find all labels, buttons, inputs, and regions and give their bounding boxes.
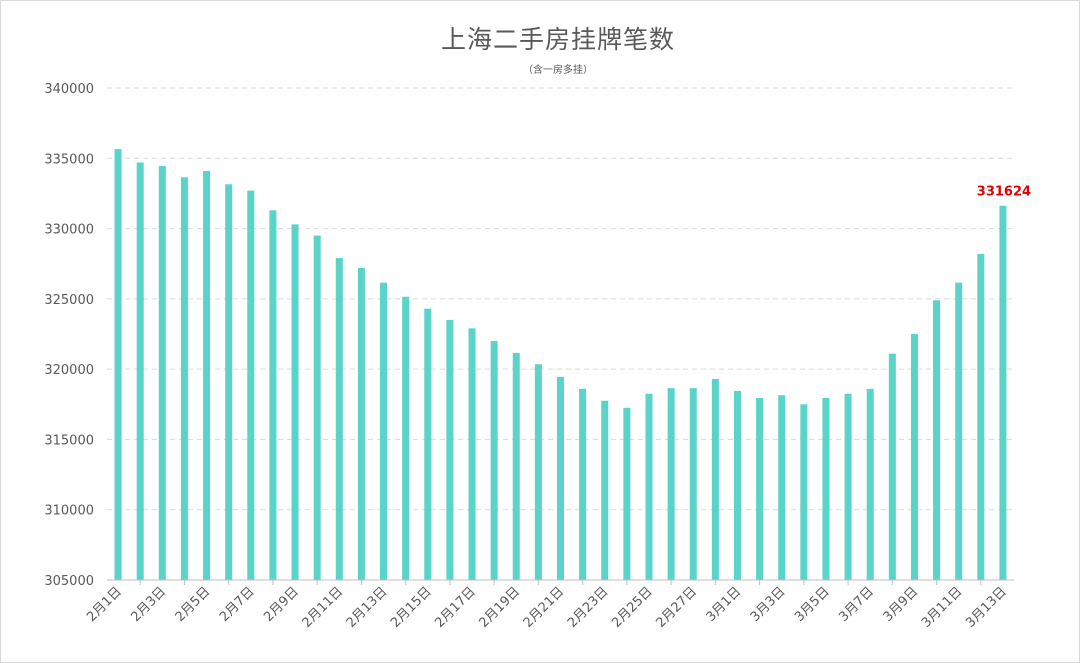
y-tick-label: 305000 (44, 574, 94, 589)
bar (402, 296, 410, 580)
annotations: 331624 (977, 185, 1031, 200)
bar (601, 400, 609, 580)
bar (424, 308, 432, 580)
x-tick-label: 2月19日 (477, 584, 524, 631)
bar (667, 388, 675, 580)
x-tick-label: 2月11日 (300, 584, 347, 631)
bar (800, 404, 808, 580)
x-tick-label: 2月25日 (609, 584, 656, 631)
bar (866, 388, 874, 580)
x-tick-label: 3月5日 (792, 584, 833, 625)
y-tick-label: 340000 (44, 82, 94, 97)
bar (269, 210, 277, 580)
bar (158, 166, 166, 580)
x-axis: 2月1日 2月3日 2月5日 2月7日 2月9日2月11日2月13日2月15日2月17日… (84, 579, 1014, 631)
x-tick-label: 2月13日 (344, 584, 391, 631)
bar (313, 235, 321, 580)
bar (888, 353, 896, 580)
bar-series (114, 149, 1007, 581)
bar (446, 319, 454, 580)
bar (180, 177, 188, 580)
bar (136, 162, 144, 580)
bar (955, 282, 963, 580)
bar (579, 388, 587, 580)
bar (114, 149, 122, 581)
x-tick-label: 2月7日 (217, 584, 258, 625)
y-tick-label: 325000 (44, 293, 94, 308)
bar (977, 253, 985, 581)
y-tick-label: 310000 (44, 504, 94, 519)
bar (822, 397, 830, 580)
bar (910, 334, 918, 580)
x-tick-label: 2月5日 (173, 584, 214, 625)
x-tick-label: 3月1日 (704, 584, 745, 625)
bar (357, 267, 365, 580)
bar (999, 205, 1007, 581)
bar (468, 328, 476, 580)
bar (291, 224, 299, 580)
x-tick-label: 2月1日 (84, 584, 125, 625)
y-tick-label: 315000 (44, 433, 94, 448)
bar (203, 170, 211, 581)
bar (733, 390, 741, 580)
x-tick-label: 2月23日 (565, 584, 612, 631)
bar (778, 395, 786, 580)
x-tick-label: 2月17日 (432, 584, 479, 631)
x-tick-label: 2月21日 (521, 584, 568, 631)
x-tick-label: 3月13日 (963, 584, 1010, 631)
y-tick-label: 330000 (44, 223, 94, 238)
y-axis: 305000 310000 315000 320000 325000 330000 3350… (44, 82, 94, 589)
data-label: 331624 (977, 185, 1031, 200)
x-tick-label: 3月9日 (881, 584, 922, 625)
bar (512, 352, 520, 580)
bar (380, 282, 388, 580)
bar (645, 393, 653, 580)
x-tick-label: 2月9日 (261, 584, 302, 625)
bar (335, 258, 343, 580)
x-tick-label: 3月11日 (919, 584, 966, 631)
chart-title: 上海二手房挂牌笔数 (440, 25, 675, 54)
x-tick-label: 2月15日 (388, 584, 435, 631)
bar (623, 407, 631, 580)
x-tick-label: 3月7日 (836, 584, 877, 625)
bar (534, 364, 542, 580)
bar (689, 388, 697, 580)
x-tick-label: 2月27日 (654, 584, 701, 631)
x-tick-label: 2月3日 (128, 584, 169, 625)
y-tick-label: 320000 (44, 363, 94, 378)
bar (933, 300, 941, 580)
bar (225, 184, 233, 580)
y-tick-label: 335000 (44, 152, 94, 167)
bar (756, 397, 764, 580)
bar (247, 190, 255, 581)
bar (844, 393, 852, 580)
x-tick-label: 3月3日 (748, 584, 789, 625)
bar (711, 378, 719, 580)
chart-subtitle: （含一房多挂） (523, 65, 593, 76)
bar (490, 341, 498, 580)
bar (557, 376, 564, 580)
